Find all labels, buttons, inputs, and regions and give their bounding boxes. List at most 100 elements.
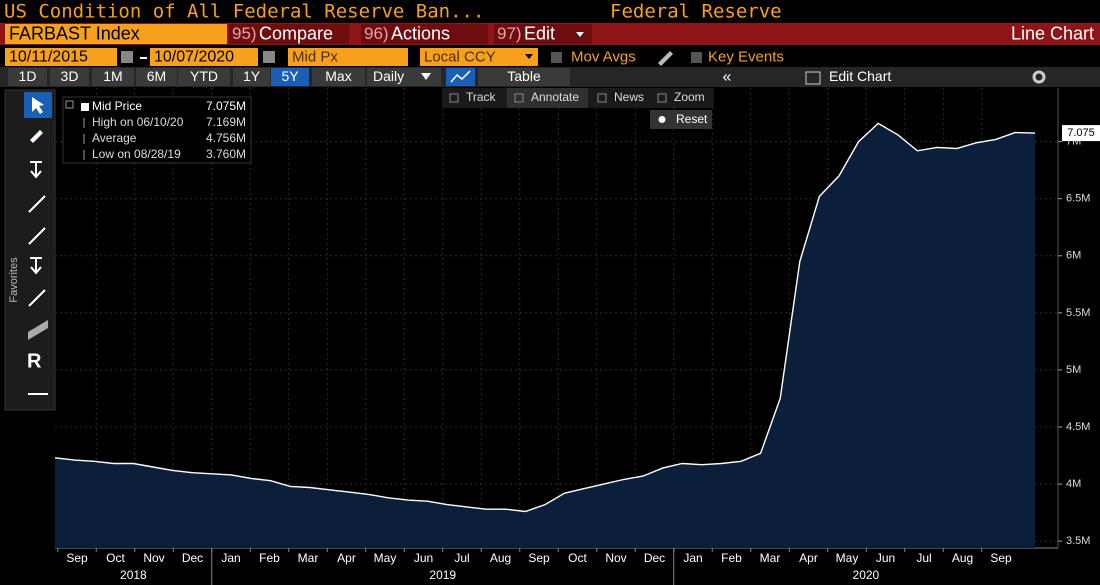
y-tick-label: 4M xyxy=(1066,478,1081,490)
channel-tool[interactable] xyxy=(28,227,46,245)
range-button[interactable] xyxy=(92,68,134,86)
tool-label[interactable]: Annotate xyxy=(531,90,579,104)
stat-value: 7.169M xyxy=(206,115,246,129)
edit-chart-icon xyxy=(805,71,821,85)
year-label: 2018 xyxy=(120,568,147,582)
source: Federal Reserve xyxy=(610,1,782,23)
checkbox[interactable] xyxy=(551,52,562,63)
menu-button[interactable] xyxy=(229,24,349,44)
dropdown-arrow xyxy=(576,32,584,37)
area xyxy=(55,123,1035,549)
range-button[interactable] xyxy=(136,68,177,86)
range-button[interactable] xyxy=(271,68,309,86)
tool-label[interactable]: Zoom xyxy=(674,90,705,104)
y-tick-label: 6.5M xyxy=(1066,193,1090,205)
price-tool[interactable] xyxy=(30,257,42,275)
range-label: YTD xyxy=(190,68,218,84)
start-date: 10/11/2015 xyxy=(9,49,88,66)
settings-icon[interactable] xyxy=(1032,70,1046,84)
x-tick-label: Mar xyxy=(760,551,781,565)
tool-icon xyxy=(514,93,524,103)
view-name: Line Chart xyxy=(1011,23,1094,43)
pencil-icon[interactable] xyxy=(658,51,673,66)
tool-label[interactable]: News xyxy=(614,90,644,104)
option-label: Key Events xyxy=(708,48,784,65)
stat-label: Average xyxy=(92,131,137,145)
y-tick-label: 5.5M xyxy=(1066,307,1090,319)
text-tool[interactable]: R xyxy=(27,350,42,372)
y-tick-label: 3.5M xyxy=(1066,535,1090,547)
range-button[interactable] xyxy=(50,68,89,86)
x-tick-label: Oct xyxy=(106,551,125,565)
end-date: 10/07/2020 xyxy=(154,49,234,66)
band-tool[interactable] xyxy=(28,320,48,340)
x-tick-label: Dec xyxy=(644,551,665,565)
collapse-icon[interactable]: « xyxy=(723,69,732,86)
menu-key: 95) xyxy=(232,24,257,43)
frequency: Daily xyxy=(373,68,404,84)
cursor-icon xyxy=(32,97,44,114)
end-date-box[interactable] xyxy=(150,48,258,66)
range-label: 6M xyxy=(147,68,166,84)
ray-tool[interactable] xyxy=(28,289,46,307)
table-label: Table xyxy=(507,68,541,84)
trendline-tool[interactable] xyxy=(28,195,46,213)
percent-tool[interactable] xyxy=(30,161,42,179)
tool-active xyxy=(507,88,588,108)
range-label: 5Y xyxy=(281,68,299,84)
calendar-icon[interactable] xyxy=(121,51,133,63)
x-tick-label: Mar xyxy=(298,551,319,565)
menu-label: Actions xyxy=(391,23,450,43)
x-tick-label: Apr xyxy=(337,551,356,565)
x-tick-label: May xyxy=(836,551,859,565)
edit-chart-label[interactable]: Edit Chart xyxy=(829,68,891,84)
field-box[interactable] xyxy=(288,48,408,66)
x-tick-label: Jan xyxy=(221,551,240,565)
dropdown-arrow xyxy=(525,54,533,59)
reset-button[interactable] xyxy=(650,110,712,129)
last-value-label: 7.075 xyxy=(1067,127,1095,139)
start-date-box[interactable] xyxy=(5,48,117,66)
range-button[interactable] xyxy=(312,68,365,86)
x-tick-label: Sep xyxy=(528,551,550,565)
stat-label: Low on 08/28/19 xyxy=(92,147,181,161)
sidebar-label: Favorites xyxy=(8,257,20,303)
table-button[interactable] xyxy=(478,68,570,86)
x-tick-label: Oct xyxy=(568,551,587,565)
collapse-box xyxy=(65,100,74,109)
x-tick-label: Sep xyxy=(990,551,1012,565)
menu-label: Compare xyxy=(259,23,333,43)
ticker-box[interactable] xyxy=(5,24,227,44)
legend-swatch xyxy=(81,103,89,111)
x-tick-label: Jul xyxy=(916,551,931,565)
security-title: US Condition of All Federal Reserve Ban.… xyxy=(4,1,484,23)
option-label: Mov Avgs xyxy=(571,48,636,65)
ticker: FARBAST Index xyxy=(9,23,140,43)
last-value-box xyxy=(1062,125,1100,142)
calendar-icon[interactable] xyxy=(263,51,275,63)
tool-icon xyxy=(657,93,667,103)
field: Mid Px xyxy=(292,48,338,65)
reset-icon xyxy=(658,116,666,123)
sidebar xyxy=(4,89,56,411)
menu-key: 96) xyxy=(364,24,389,43)
range-button[interactable] xyxy=(8,68,47,86)
range-label: Max xyxy=(325,68,351,84)
y-tick-label: 4.5M xyxy=(1066,421,1090,433)
frequency-button[interactable] xyxy=(367,68,441,86)
range-label: 1D xyxy=(19,68,37,84)
currency-box[interactable] xyxy=(420,48,538,66)
menu-button[interactable] xyxy=(361,24,488,44)
range-button[interactable] xyxy=(178,68,230,86)
x-tick-label: Feb xyxy=(721,551,742,565)
legend xyxy=(62,96,252,164)
tool-label[interactable]: Track xyxy=(466,90,497,104)
range-button[interactable] xyxy=(233,68,270,86)
year-label: 2020 xyxy=(853,568,880,582)
stat-value: 4.756M xyxy=(206,131,246,145)
menu-button[interactable] xyxy=(494,24,592,44)
checkbox[interactable] xyxy=(691,52,702,63)
line-icon xyxy=(450,70,471,83)
draw-tool[interactable] xyxy=(30,130,43,143)
